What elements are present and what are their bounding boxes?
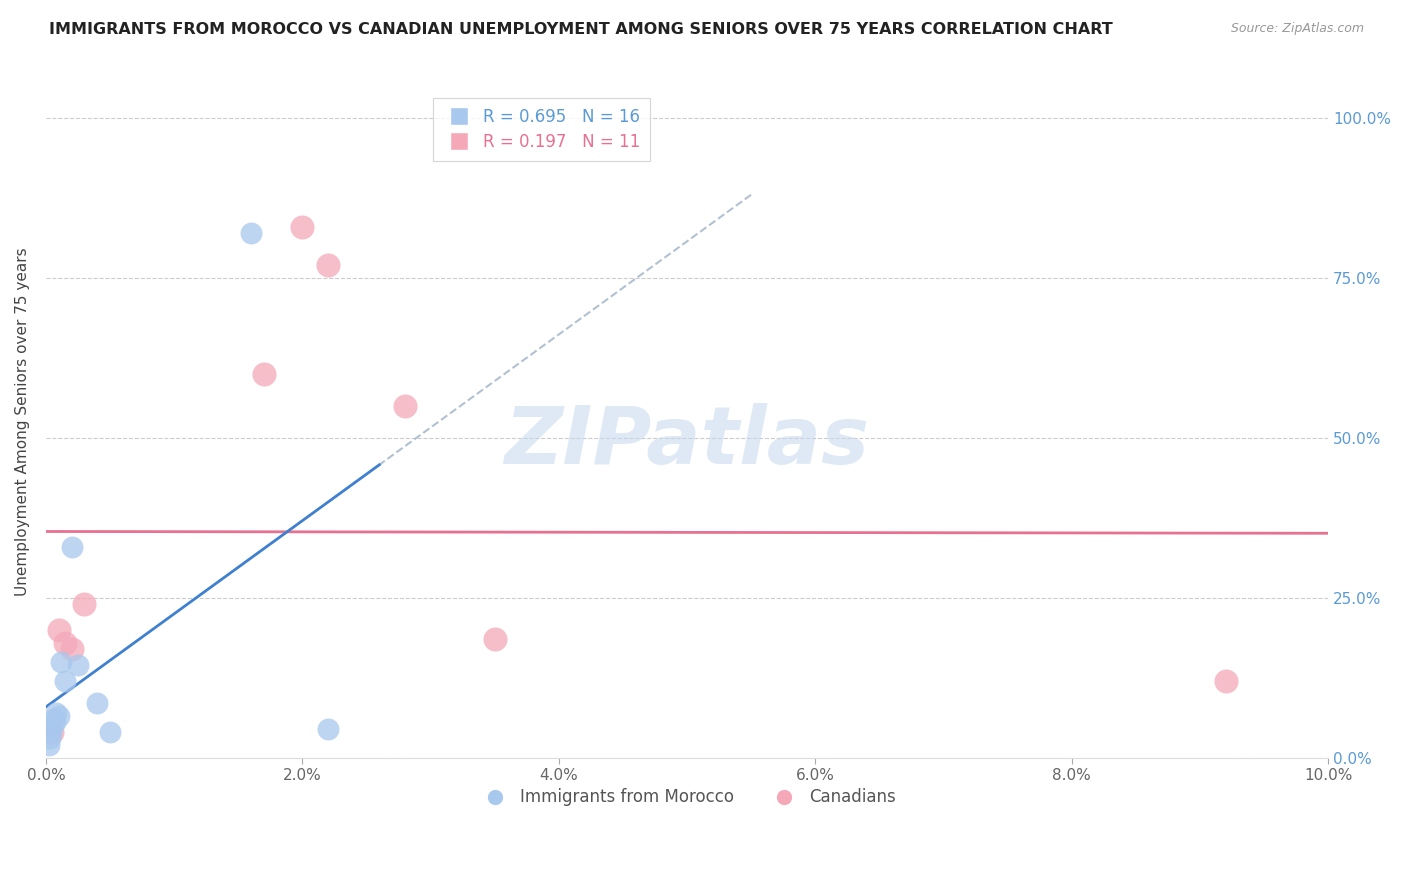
Point bbox=[291, 219, 314, 234]
Legend: Immigrants from Morocco, Canadians: Immigrants from Morocco, Canadians bbox=[471, 781, 903, 814]
Point bbox=[38, 738, 60, 752]
Point bbox=[394, 399, 416, 413]
Point bbox=[39, 725, 62, 739]
Point bbox=[53, 673, 76, 688]
Point bbox=[41, 719, 63, 733]
Point bbox=[240, 227, 263, 241]
Point bbox=[44, 715, 66, 730]
Point bbox=[98, 725, 121, 739]
Point bbox=[45, 706, 67, 720]
Point bbox=[53, 635, 76, 649]
Point bbox=[316, 258, 339, 272]
Text: Source: ZipAtlas.com: Source: ZipAtlas.com bbox=[1230, 22, 1364, 36]
Point bbox=[38, 731, 60, 746]
Point bbox=[86, 696, 108, 710]
Point bbox=[66, 657, 89, 672]
Point bbox=[316, 722, 339, 736]
Point bbox=[42, 712, 65, 726]
Text: IMMIGRANTS FROM MOROCCO VS CANADIAN UNEMPLOYMENT AMONG SENIORS OVER 75 YEARS COR: IMMIGRANTS FROM MOROCCO VS CANADIAN UNEM… bbox=[49, 22, 1114, 37]
Point bbox=[51, 655, 73, 669]
Point bbox=[41, 725, 63, 739]
Point bbox=[1215, 673, 1237, 688]
Point bbox=[253, 367, 276, 381]
Y-axis label: Unemployment Among Seniors over 75 years: Unemployment Among Seniors over 75 years bbox=[15, 248, 30, 597]
Point bbox=[48, 623, 70, 637]
Text: ZIPatlas: ZIPatlas bbox=[505, 403, 869, 481]
Point bbox=[60, 642, 83, 657]
Point bbox=[60, 540, 83, 554]
Point bbox=[73, 597, 96, 611]
Point bbox=[484, 632, 506, 647]
Point bbox=[48, 709, 70, 723]
